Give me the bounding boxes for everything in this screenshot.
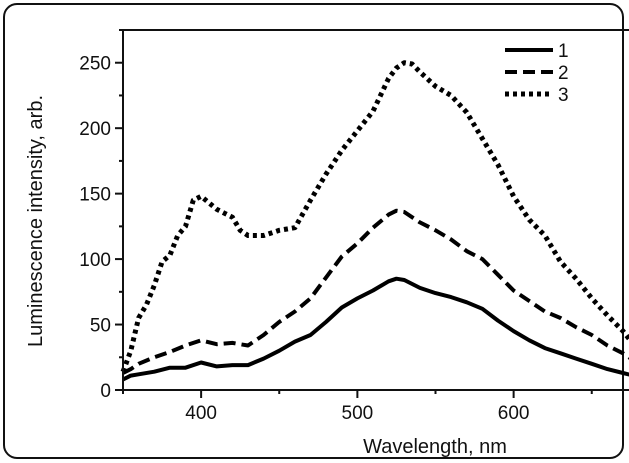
y-tick-label-150: 150 <box>79 185 111 206</box>
chart-frame <box>3 3 624 459</box>
series-line-3 <box>120 60 629 373</box>
tick-marks <box>115 29 593 398</box>
legend-label-3: 3 <box>558 85 569 106</box>
plot-area-border <box>122 29 629 391</box>
series-lines <box>120 60 629 382</box>
legend-label-2: 2 <box>558 63 569 84</box>
x-tick-label-600: 600 <box>498 403 530 424</box>
y-tick-label-100: 100 <box>79 250 111 271</box>
y-tick-label-50: 50 <box>90 316 111 337</box>
legend-label-1: 1 <box>558 41 569 62</box>
x-axis-title: Wavelength, nm <box>363 436 507 458</box>
series-line-1 <box>122 276 629 382</box>
series-line-2 <box>122 208 629 375</box>
y-axis-title: Luminescence intensity, arb. <box>25 95 47 347</box>
x-tick-label-400: 400 <box>185 403 217 424</box>
x-tick-label-500: 500 <box>342 403 374 424</box>
legend: 123 <box>505 41 569 106</box>
y-tick-label-200: 200 <box>79 119 111 140</box>
y-tick-label-250: 250 <box>79 54 111 75</box>
tick-labels: 400500600700050100150200250 <box>79 54 530 424</box>
y-tick-label-0: 0 <box>100 381 111 402</box>
